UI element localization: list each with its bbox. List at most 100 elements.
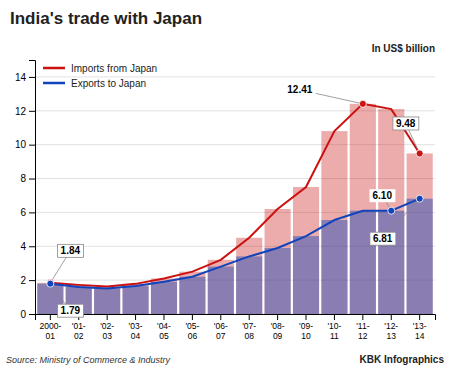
tick-label: 10 xyxy=(15,139,27,150)
tick-mark xyxy=(306,314,307,320)
line xyxy=(50,199,419,289)
chart: India's trade with Japan024681012142000-… xyxy=(0,0,450,369)
legend: Imports from Japan Exports to Japan xyxy=(43,63,157,89)
bar xyxy=(123,284,149,314)
tick: 10 xyxy=(15,139,35,150)
bar xyxy=(208,260,234,314)
tick-mark xyxy=(29,314,35,315)
tick-mark xyxy=(277,314,278,320)
bar xyxy=(293,236,319,314)
tick-mark xyxy=(192,314,193,320)
tick-label: '05-06 xyxy=(185,321,199,341)
tick: 2 xyxy=(20,275,35,286)
marks xyxy=(37,104,432,314)
annotation-label: 1.84 xyxy=(61,245,81,256)
bar-series xyxy=(37,199,432,314)
bar xyxy=(265,209,291,314)
tick: '05-06 xyxy=(185,314,199,341)
bar xyxy=(350,104,376,314)
tick-mark xyxy=(107,314,108,320)
tick: '11-12 xyxy=(356,314,369,341)
tick-label: '01-02 xyxy=(72,321,86,341)
annotation: 12.41 xyxy=(284,83,366,107)
bar xyxy=(407,199,433,314)
annotations: 1.841.7912.419.486.106.81 xyxy=(47,83,423,317)
point xyxy=(416,150,423,157)
bar xyxy=(350,211,376,314)
tick-label: '08-09 xyxy=(271,321,285,341)
tick-label: 14 xyxy=(15,72,27,83)
grid xyxy=(35,77,435,314)
tick-label: 8 xyxy=(20,173,26,184)
legend-item: Imports from Japan xyxy=(43,63,157,74)
tick-label: '07-08 xyxy=(242,321,256,341)
tick-mark xyxy=(29,111,35,112)
tick-mark xyxy=(29,179,35,180)
point xyxy=(359,100,366,107)
tick-label: 2000-01 xyxy=(39,321,61,341)
legend-swatch xyxy=(43,67,65,70)
bar-series xyxy=(37,104,432,314)
annotation-label: 1.79 xyxy=(61,305,81,316)
axis-line xyxy=(36,315,436,321)
subtitle: In US$ billion xyxy=(372,43,435,54)
legend-label: Imports from Japan xyxy=(71,63,157,74)
annotation-label: 6.10 xyxy=(373,190,393,201)
tick: '10-11 xyxy=(327,314,341,341)
tick-label: 2 xyxy=(20,275,26,286)
annotation: 1.84 xyxy=(47,244,84,286)
tick: '01-02 xyxy=(72,314,86,341)
bar xyxy=(321,220,347,314)
tick-mark xyxy=(29,212,35,213)
annotation-box xyxy=(370,189,396,202)
bar xyxy=(94,287,120,314)
tick-mark xyxy=(334,314,335,320)
tick-label: '06-07 xyxy=(214,321,228,341)
tick-mark xyxy=(29,246,35,247)
bar xyxy=(236,256,262,314)
bar xyxy=(151,282,177,314)
tick: 8 xyxy=(20,173,35,184)
axis-line xyxy=(29,61,36,315)
tick-mark xyxy=(29,145,35,146)
tick-mark xyxy=(163,314,164,320)
tick-label: '12-13 xyxy=(384,321,398,341)
annotation-box xyxy=(393,117,419,130)
tick-label: '13-14 xyxy=(413,321,427,341)
tick: '09-10 xyxy=(299,314,313,341)
annotation: 6.10 xyxy=(370,189,396,214)
tick-label: '04-05 xyxy=(157,321,171,341)
tick: 14 xyxy=(15,72,35,83)
tick-mark xyxy=(29,77,35,78)
tick: 2000-01 xyxy=(39,314,61,341)
y-axis: 02468101214 xyxy=(15,61,36,320)
tick: '04-05 xyxy=(157,314,171,341)
bar xyxy=(378,211,404,314)
annotation-box xyxy=(370,232,396,245)
tick: '02-03 xyxy=(100,314,114,341)
tick-label: 4 xyxy=(20,241,26,252)
tick-label: '03-04 xyxy=(129,321,143,341)
annotation-box xyxy=(58,304,84,317)
tick-mark xyxy=(419,314,420,320)
legend-item: Exports to Japan xyxy=(43,78,146,89)
tick-mark xyxy=(29,280,35,281)
annotation-box xyxy=(58,244,84,257)
tick: 4 xyxy=(20,241,35,252)
point xyxy=(416,195,423,202)
plot: 024681012142000-01'01-02'02-03'03-04'04-… xyxy=(15,61,436,341)
tick-label: 6 xyxy=(20,207,26,218)
tick-label: 12 xyxy=(15,106,27,117)
bar xyxy=(293,187,319,314)
tick-mark xyxy=(50,314,51,320)
tick-label: '11-12 xyxy=(356,321,369,341)
source: Source: Ministry of Commerce & Industry xyxy=(6,355,171,365)
bar xyxy=(94,289,120,314)
tick: '13-14 xyxy=(413,314,427,341)
legend-label: Exports to Japan xyxy=(71,78,146,89)
tick: '06-07 xyxy=(214,314,228,341)
tick-mark xyxy=(135,314,136,320)
annotation: 6.81 xyxy=(370,195,423,245)
tick: 6 xyxy=(20,207,35,218)
bar xyxy=(179,277,205,314)
